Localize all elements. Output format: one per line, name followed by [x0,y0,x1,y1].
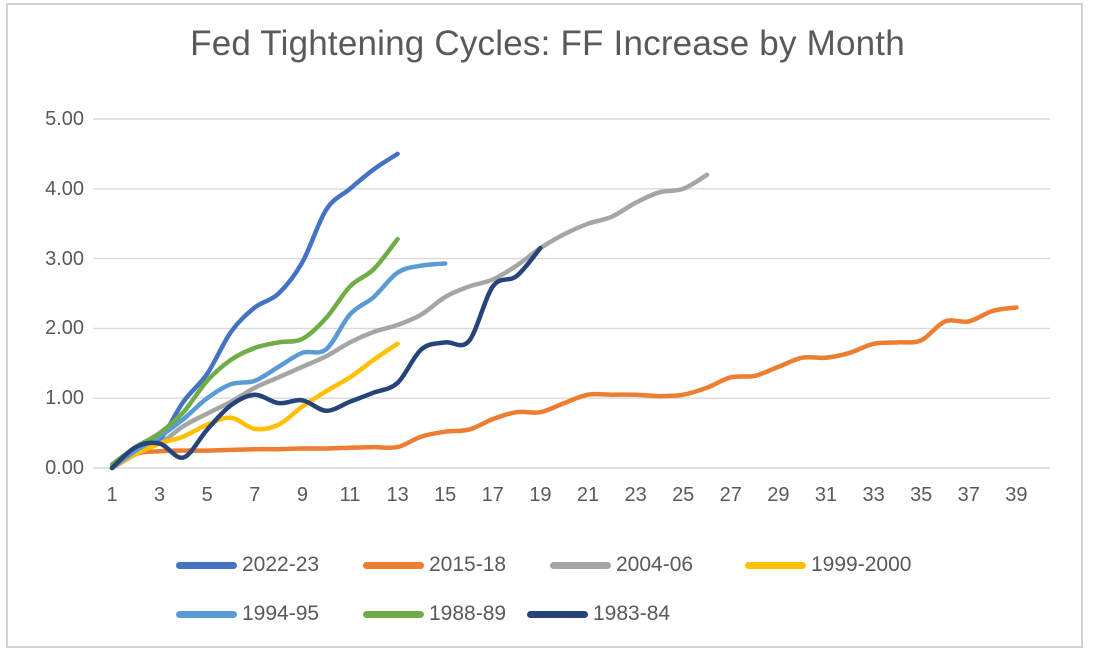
x-axis-tick-label-3: 3 [154,484,166,506]
x-axis-tick-label-27: 27 [719,484,742,506]
y-axis-tick-label-1.00: 1.00 [45,387,84,410]
x-axis-tick-label-37: 37 [957,484,980,506]
x-axis-tick-label-29: 29 [767,484,790,506]
legend-item-1999-2000: 1999-2000 [745,550,911,580]
legend-label-2015-18: 2015-18 [429,553,507,576]
x-axis-tick-label-25: 25 [672,484,695,506]
legend-label-1983-84: 1983-84 [593,602,671,625]
y-axis-tick-label-3.00: 3.00 [45,247,84,270]
legend-swatch-1983-84 [527,610,588,618]
legend-label-1994-95: 1994-95 [242,602,320,625]
legend-swatch-2004-06 [550,561,611,569]
x-axis-tick-label-19: 19 [529,484,552,506]
legend-label-1988-89: 1988-89 [429,602,507,625]
x-axis-tick-label-13: 13 [386,484,409,506]
x-axis-tick-label-17: 17 [481,484,504,506]
legend-item-2004-06: 2004-06 [550,550,693,580]
legend-label-1999-2000: 1999-2000 [811,553,912,576]
x-axis-tick-label-11: 11 [339,484,361,506]
x-axis-tick-label-21: 21 [576,484,600,506]
legend-swatch-1988-89 [363,610,424,618]
x-axis-tick-label-9: 9 [296,484,308,506]
legend-swatch-2022-23 [176,561,237,569]
legend-swatch-2015-18 [363,561,424,569]
chart-frame [6,3,1083,648]
y-axis-tick-label-2.00: 2.00 [45,317,84,340]
legend-label-2004-06: 2004-06 [616,553,694,576]
x-axis-tick-label-31: 31 [814,484,838,506]
legend-item-2015-18: 2015-18 [363,550,506,580]
legend-item-1988-89: 1988-89 [363,599,506,629]
y-axis-tick-label-4.00: 4.00 [45,177,84,200]
legend-label-2022-23: 2022-23 [242,553,320,576]
y-axis-tick-label-5.00: 5.00 [45,108,84,130]
y-axis-tick-label-0.00: 0.00 [45,457,84,479]
legend-swatch-1994-95 [176,610,237,618]
x-axis-tick-label-35: 35 [910,484,933,506]
x-axis-tick-label-1: 1 [106,484,118,506]
legend-swatch-1999-2000 [745,561,806,569]
x-axis-tick-label-39: 39 [1005,484,1028,506]
legend-item-1994-95: 1994-95 [176,599,319,629]
x-axis-tick-label-33: 33 [862,484,885,506]
x-axis-tick-label-15: 15 [434,484,457,506]
x-axis-tick-label-23: 23 [624,484,647,506]
x-axis-tick-label-5: 5 [201,484,213,506]
chart-title: Fed Tightening Cycles: FF Increase by Mo… [190,24,905,63]
legend-item-2022-23: 2022-23 [176,550,319,580]
legend-item-1983-84: 1983-84 [527,599,670,629]
x-axis-tick-label-7: 7 [249,484,261,506]
